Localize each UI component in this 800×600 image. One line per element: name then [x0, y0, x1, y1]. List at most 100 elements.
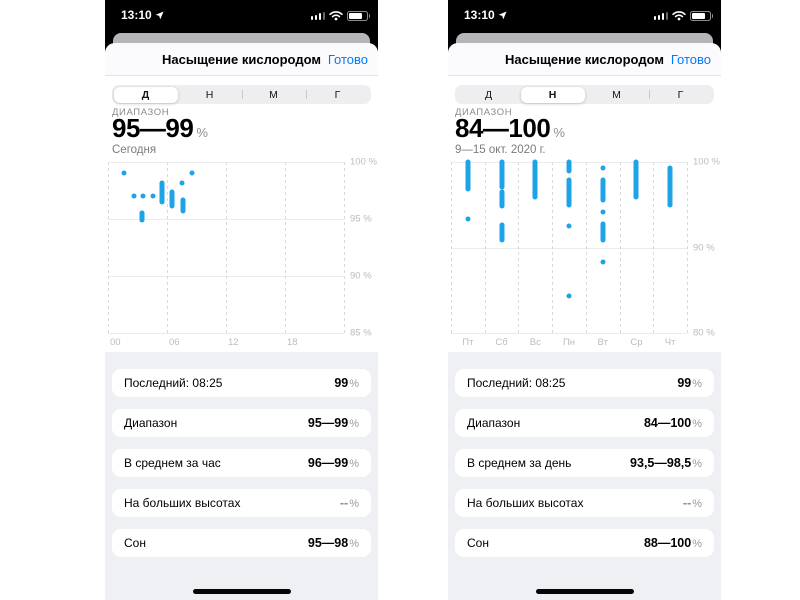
stat-unit: % [692, 498, 702, 510]
segment-divider [306, 90, 308, 99]
done-button[interactable]: Готово [327, 52, 368, 67]
data-point [169, 189, 175, 209]
grid-line-vertical [344, 162, 345, 333]
grid-line-horizontal [451, 247, 687, 249]
location-arrow-icon [155, 10, 164, 19]
data-point [566, 223, 572, 229]
grid-line-vertical [619, 162, 621, 333]
modal-sheet: Насыщение кислородом Готово Д Н М Г ДИАПАЗО… [105, 43, 378, 600]
stat-label: На больших высотах [467, 496, 584, 510]
data-point [566, 159, 572, 174]
page-title: Насыщение кислородом [162, 52, 321, 67]
data-point [465, 216, 471, 222]
stat-unit: % [349, 458, 359, 470]
segment-М[interactable]: М [269, 88, 278, 101]
phone-screenshot-week-view: 13:10 Насыщение кислородом Готово Д Н М Г Д… [448, 0, 721, 600]
y-axis-label: 80 % [693, 327, 715, 339]
stat-value: 95—98 [307, 536, 349, 550]
stat-value-group: 93,5—98,5% [630, 456, 702, 470]
data-point [499, 159, 505, 190]
grid-line-vertical [687, 162, 688, 333]
plot-area[interactable]: 100 % 95 % 90 % 85 % 00 06 12 18 [108, 157, 377, 348]
data-point [600, 259, 606, 265]
grid-line-vertical [167, 162, 168, 333]
data-point [499, 189, 505, 209]
stat-label: Последний: 08:25 [467, 376, 566, 390]
stat-row: Диапазон 84—100% [455, 409, 714, 437]
data-point [180, 197, 186, 214]
stat-value-group: --% [340, 496, 359, 510]
data-point [532, 159, 538, 200]
stat-row: Сон 88—100% [455, 529, 714, 557]
home-indicator[interactable] [535, 589, 634, 594]
segment-Д[interactable]: Д [484, 88, 493, 101]
range-subtitle: Сегодня [112, 144, 157, 156]
stat-label: В среднем за день [467, 456, 572, 470]
x-axis-label: Чт [664, 337, 676, 348]
stat-value: 96—99 [307, 456, 349, 470]
chart: 100 % 95 % 90 % 85 % 00 06 12 18 [105, 157, 378, 348]
data-point [159, 180, 165, 205]
stat-unit: % [692, 538, 702, 550]
y-axis-label: 100 % [350, 156, 377, 168]
x-axis-label: 12 [228, 337, 239, 348]
range-unit: % [196, 125, 208, 140]
data-point [189, 170, 195, 176]
stat-unit: % [349, 498, 359, 510]
data-point [121, 170, 127, 176]
stat-label: Последний: 08:25 [124, 376, 223, 390]
grid-line-vertical [518, 162, 520, 333]
page-title: Насыщение кислородом [505, 52, 664, 67]
stat-unit: % [349, 378, 359, 390]
stat-row: В среднем за день 93,5—98,5% [455, 449, 714, 477]
stat-label: Сон [467, 536, 489, 550]
y-axis-label: 90 % [693, 242, 715, 253]
wifi-icon [672, 11, 686, 21]
segment-divider [241, 90, 243, 99]
stat-row: Диапазон 95—99% [112, 409, 371, 437]
stat-row: На больших высотах --% [112, 489, 371, 517]
phone-screenshot-day-view: 13:10 Насыщение кислородом Готово Д Н М Г Д… [105, 0, 378, 600]
stat-unit: % [349, 538, 359, 550]
stat-unit: % [692, 458, 702, 470]
stat-value-group: 95—98% [308, 536, 359, 550]
stat-label: В среднем за час [124, 456, 221, 470]
segment-Н[interactable]: Н [520, 86, 585, 103]
stat-value-group: --% [683, 496, 702, 510]
segment-М[interactable]: М [612, 88, 621, 101]
cellular-signal-icon [653, 11, 668, 20]
stat-value: -- [339, 496, 349, 510]
stat-value-group: 99% [334, 376, 359, 390]
stat-label: Сон [124, 536, 146, 550]
range-caption: ДИАПАЗОН [455, 107, 513, 118]
battery-icon [690, 10, 713, 21]
stat-value: 99 [677, 376, 692, 390]
stat-unit: % [349, 418, 359, 430]
segment-Г[interactable]: Г [677, 88, 684, 101]
stat-value-group: 99% [677, 376, 702, 390]
grid-line-vertical [484, 162, 486, 333]
done-button[interactable]: Готово [670, 52, 711, 67]
y-axis-label: 90 % [350, 270, 372, 282]
range-value: 95—99 % [112, 114, 208, 142]
grid-line-vertical [653, 162, 655, 333]
data-point [600, 165, 606, 171]
home-indicator[interactable] [192, 589, 291, 594]
plot-area[interactable]: 100 % 90 % 80 % Пт Сб Вс Пн Вт Ср Чт [451, 157, 720, 348]
data-point [465, 159, 471, 191]
range-number: 95—99 [112, 113, 194, 143]
segment-Н[interactable]: Н [205, 88, 214, 101]
data-point [566, 177, 572, 208]
data-point [600, 221, 606, 243]
chart: 100 % 90 % 80 % Пт Сб Вс Пн Вт Ср Чт [448, 157, 721, 348]
segment-Д[interactable]: Д [113, 86, 178, 103]
data-point [600, 177, 606, 203]
stat-row: Последний: 08:25 99% [455, 369, 714, 397]
stat-row: В среднем за час 96—99% [112, 449, 371, 477]
segment-Г[interactable]: Г [334, 88, 341, 101]
data-point [499, 222, 505, 243]
grid-line-vertical [585, 162, 587, 333]
stats-list: Последний: 08:25 99% Диапазон 95—99% В средн… [105, 352, 378, 600]
stat-value: 84—100 [643, 416, 692, 430]
